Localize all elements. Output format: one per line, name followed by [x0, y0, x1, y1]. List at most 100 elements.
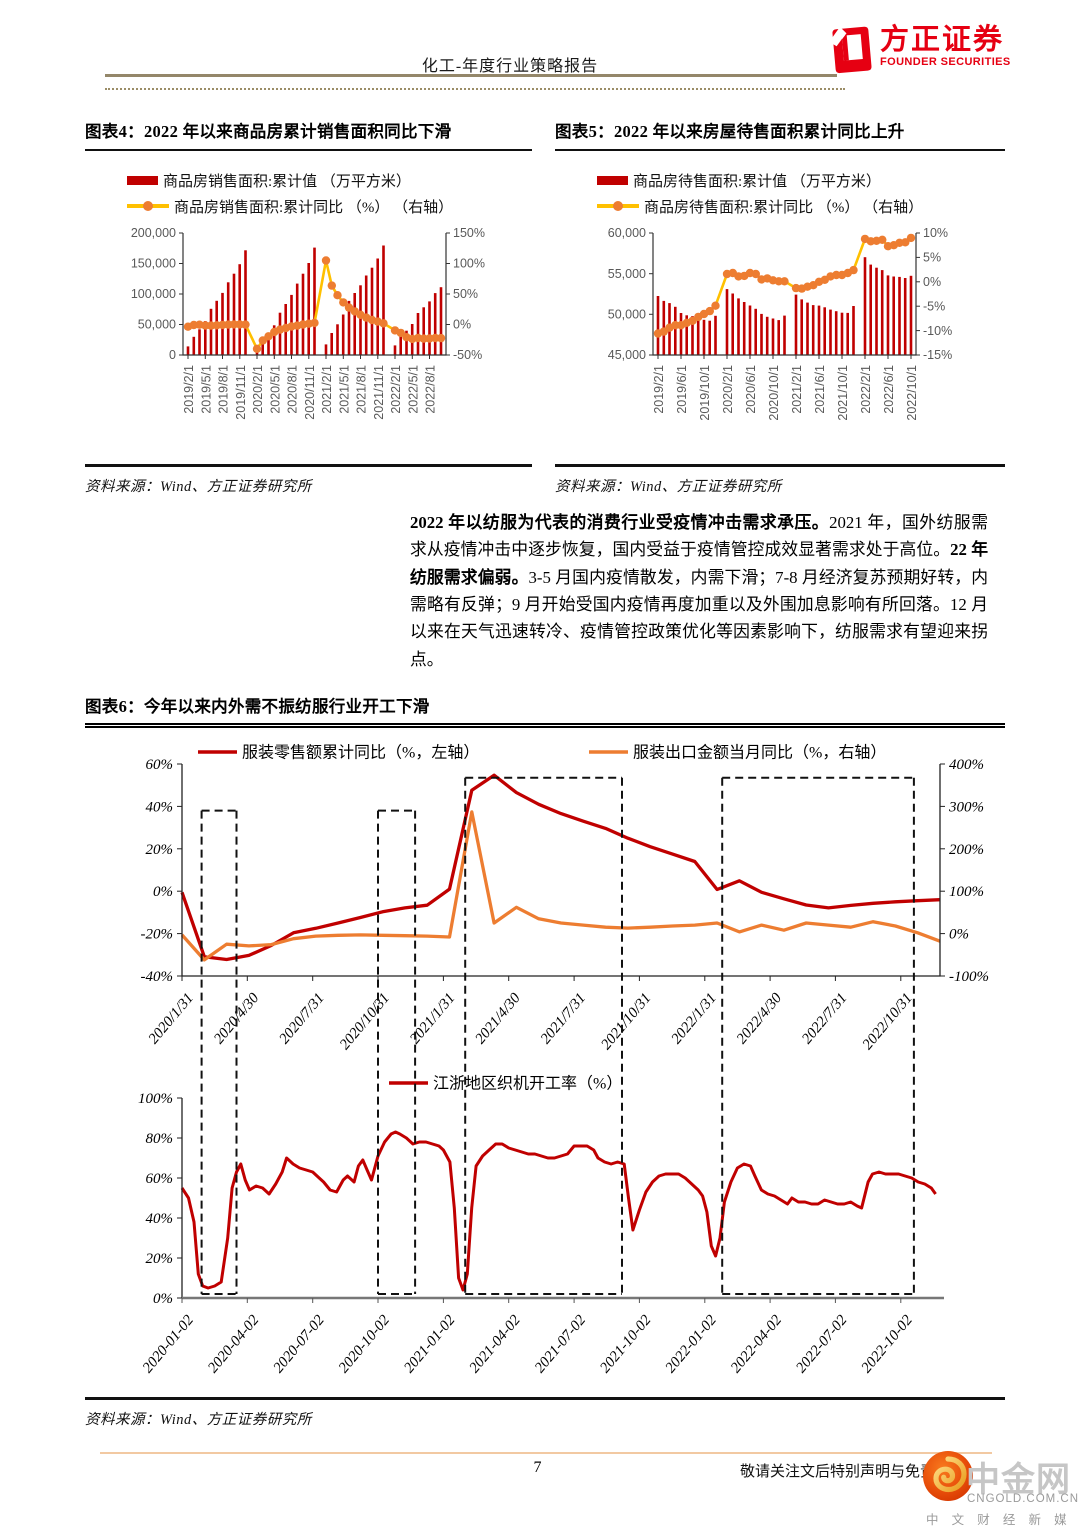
svg-text:100%: 100% [453, 257, 485, 271]
svg-text:-40%: -40% [141, 969, 174, 985]
cngold-logo-icon [922, 1450, 974, 1507]
svg-text:2020/2/1: 2020/2/1 [721, 365, 735, 414]
founder-securities-logo: 方正证券 FOUNDER SECURITIES [828, 24, 1011, 81]
svg-text:2019/10/1: 2019/10/1 [698, 365, 712, 421]
svg-text:50,000: 50,000 [608, 308, 646, 322]
svg-text:2020/2/1: 2020/2/1 [251, 365, 265, 414]
figure5-bottom-rule [555, 464, 1005, 467]
figure4-legend-bars-label: 商品房销售面积:累计值 （万平方米） [163, 173, 411, 190]
svg-text:2021/4/30: 2021/4/30 [472, 990, 524, 1047]
watermark-name: 中金网 [966, 1461, 1071, 1499]
svg-text:2021/10/1: 2021/10/1 [836, 365, 850, 421]
orange-line-swatch-icon [127, 201, 169, 212]
footer-rule [100, 1452, 992, 1454]
svg-text:2021-10-02: 2021-10-02 [597, 1312, 655, 1376]
figure4-legend-line-label: 商品房销售面积:累计同比 （%） （右轴） [174, 199, 454, 216]
svg-text:2021-01-02: 2021-01-02 [401, 1312, 459, 1376]
svg-text:2021/8/1: 2021/8/1 [355, 365, 369, 414]
svg-text:2021/10/31: 2021/10/31 [598, 990, 654, 1053]
svg-text:20%: 20% [146, 842, 174, 858]
svg-text:2019/8/1: 2019/8/1 [217, 365, 231, 414]
svg-text:2022/6/1: 2022/6/1 [882, 365, 896, 414]
orange-line-swatch-icon [597, 201, 639, 212]
document-header-title: 化工-年度行业策略报告 [421, 58, 599, 75]
svg-text:400%: 400% [949, 757, 984, 773]
svg-text:80%: 80% [146, 1131, 174, 1147]
svg-text:2022/10/1: 2022/10/1 [905, 365, 919, 421]
svg-text:2022-10-02: 2022-10-02 [859, 1312, 917, 1376]
highlight-box [377, 809, 417, 1295]
red-bar-swatch-icon [597, 175, 628, 185]
svg-text:50%: 50% [453, 287, 478, 301]
brand-name-cn: 方正证券 [880, 24, 1005, 56]
svg-text:2020/10/31: 2020/10/31 [337, 990, 393, 1053]
svg-text:50,000: 50,000 [138, 318, 176, 332]
svg-text:2022/2/1: 2022/2/1 [859, 365, 873, 414]
svg-text:100%: 100% [949, 884, 984, 900]
page-number: 7 [533, 1459, 542, 1476]
svg-text:45,000: 45,000 [608, 348, 646, 362]
svg-text:0%: 0% [923, 275, 941, 289]
svg-text:2022-01-02: 2022-01-02 [663, 1312, 721, 1376]
svg-text:2021-04-02: 2021-04-02 [467, 1312, 525, 1376]
svg-text:-10%: -10% [923, 324, 952, 338]
figure4-source: 资料来源：Wind、方正证券研究所 [85, 479, 312, 495]
svg-text:0: 0 [169, 348, 176, 362]
figure6-title: 图表6：今年以来内外需不振纺服行业开工下滑 [85, 693, 1005, 728]
highlight-box [200, 809, 238, 1295]
svg-text:2022/2/1: 2022/2/1 [389, 365, 403, 414]
header-rule-dotted [105, 88, 845, 90]
figure6-top-legend-export: 服装出口金额当月同比（%，右轴） [633, 744, 886, 762]
svg-text:5%: 5% [923, 251, 941, 265]
svg-text:2020/6/1: 2020/6/1 [744, 365, 758, 414]
svg-text:0%: 0% [949, 927, 969, 943]
svg-text:200%: 200% [949, 842, 984, 858]
figure6-bottom-rule [85, 1397, 1005, 1400]
svg-text:2020/5/1: 2020/5/1 [268, 365, 282, 414]
svg-text:100,000: 100,000 [131, 287, 176, 301]
svg-text:2019/6/1: 2019/6/1 [675, 365, 689, 414]
svg-text:2020-01-02: 2020-01-02 [140, 1312, 198, 1376]
figure4: 图表4：2022 年以来商品房累计销售面积同比下滑 商品房销售面积:累计值 （万… [85, 118, 532, 496]
figure5-title: 图表5：2022 年以来房屋待售面积累计同比上升 [555, 118, 1005, 151]
svg-text:2021/11/1: 2021/11/1 [372, 365, 386, 420]
figure6: 图表6：今年以来内外需不振纺服行业开工下滑 60% 40% 20% 0% -20% -40… [85, 693, 1005, 1429]
svg-text:60%: 60% [146, 1171, 174, 1187]
figure4-legend-bars: 商品房销售面积:累计值 （万平方米） [127, 167, 532, 193]
founder-logo-icon [828, 24, 874, 81]
figure4-bottom-rule [85, 464, 532, 467]
svg-text:20%: 20% [146, 1251, 174, 1267]
svg-text:2019/2/1: 2019/2/1 [182, 365, 196, 414]
figure5: 图表5：2022 年以来房屋待售面积累计同比上升 商品房待售面积:累计值 （万平… [555, 118, 1005, 496]
svg-text:2021-07-02: 2021-07-02 [532, 1312, 590, 1376]
figure6-chart: 60% 40% 20% 0% -20% -40% 400% 300% 200% 100% 0% -10… [85, 736, 1005, 1393]
svg-text:2020/7/31: 2020/7/31 [276, 990, 327, 1047]
watermark-url: CNGOLD.COM.CN [967, 1493, 1080, 1505]
svg-text:2019/2/1: 2019/2/1 [652, 365, 666, 414]
figure4-legend: 商品房销售面积:累计值 （万平方米） 商品房销售面积:累计同比 （%） （右轴） [127, 167, 532, 219]
svg-text:0%: 0% [153, 1291, 173, 1307]
svg-text:2021/6/1: 2021/6/1 [813, 365, 827, 414]
footer-disclaimer: 敬请关注文后特别声明与免责条款 [740, 1463, 966, 1480]
svg-text:2021/5/1: 2021/5/1 [337, 365, 351, 414]
svg-text:2022/7/31: 2022/7/31 [799, 990, 850, 1047]
cngold-watermark: 中金网 CNGOLD.COM.CN 中 文 财 经 新 媒 体 [918, 1438, 1080, 1527]
svg-text:2021/2/1: 2021/2/1 [790, 365, 804, 414]
figure6-bottom-legend: 江浙地区织机开工率（%） [433, 1075, 622, 1093]
svg-text:2022/4/30: 2022/4/30 [734, 990, 786, 1047]
svg-text:2021/2/1: 2021/2/1 [320, 365, 334, 414]
svg-text:2020-07-02: 2020-07-02 [271, 1312, 329, 1376]
figure5-legend-bars-label: 商品房待售面积:累计值 （万平方米） [633, 173, 881, 190]
svg-text:-5%: -5% [923, 299, 945, 313]
svg-text:-15%: -15% [923, 348, 952, 362]
svg-text:2020/8/1: 2020/8/1 [286, 365, 300, 414]
svg-text:-50%: -50% [453, 348, 482, 362]
header-rule-solid [105, 74, 837, 77]
svg-text:10%: 10% [923, 226, 948, 240]
svg-text:2020/11/1: 2020/11/1 [303, 365, 317, 420]
figure5-source: 资料来源：Wind、方正证券研究所 [555, 479, 782, 495]
svg-text:2022-04-02: 2022-04-02 [728, 1312, 786, 1376]
svg-text:40%: 40% [146, 1211, 174, 1227]
figure4-chart: 200,000 150,000 100,000 50,000 0 150% 100% 50% 0… [85, 225, 532, 442]
svg-text:150,000: 150,000 [131, 257, 176, 271]
